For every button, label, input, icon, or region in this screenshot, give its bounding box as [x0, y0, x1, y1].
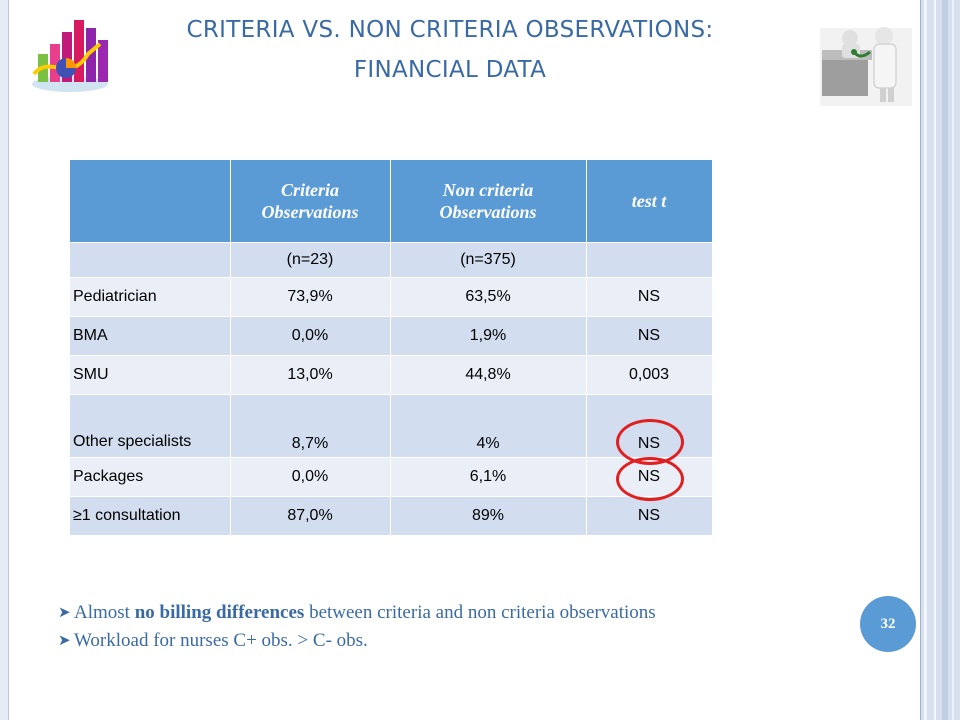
- table-row: (n=23) (n=375): [70, 242, 713, 278]
- bullet-1-text-post: between criteria and non criteria observ…: [304, 602, 656, 623]
- bar-chart-logo-icon: [30, 14, 116, 96]
- table-cell: 89%: [390, 496, 587, 535]
- table-cell: 1,9%: [390, 316, 587, 356]
- slide-frame-left: [0, 0, 9, 720]
- table-cell: 0,003: [586, 355, 713, 395]
- slide-frame-right: [920, 0, 960, 720]
- bepassta-doctor-logo: [812, 0, 918, 108]
- table-cell: 87,0%: [230, 496, 391, 535]
- table-cell: NS: [586, 277, 713, 317]
- table-cell: [70, 242, 231, 278]
- table-cell: Other specialists: [70, 394, 231, 458]
- bullet-item: ➤ Workload for nurses C+ obs. > C- obs.: [58, 630, 818, 652]
- slide-title-line-2: FINANCIAL DATA: [353, 57, 547, 83]
- table-cell: 44,8%: [390, 355, 587, 395]
- table-header-test-t: test t: [586, 160, 713, 243]
- arrow-bullet-icon: ➤: [58, 605, 71, 621]
- table-cell: ≥1 consultation: [70, 496, 231, 535]
- table-header-non-criteria: Non criteria Observations: [390, 160, 587, 243]
- table-row: Packages 0,0% 6,1% NS: [70, 457, 713, 497]
- bullet-list: ➤ Almost no billing differences between …: [58, 602, 818, 658]
- table-header-corner: [70, 160, 231, 243]
- slide-title-line-1: CRITERIA VS. NON CRITERIA OBSERVATIONS:: [186, 17, 714, 43]
- table-cell: Pediatrician: [70, 277, 231, 317]
- bullet-item: ➤ Almost no billing differences between …: [58, 602, 818, 624]
- table-row: ≥1 consultation 87,0% 89% NS: [70, 496, 713, 535]
- table-cell: [586, 242, 713, 278]
- table-cell: Packages: [70, 457, 231, 497]
- table-row: Pediatrician 73,9% 63,5% NS: [70, 277, 713, 317]
- table-cell: 4%: [390, 394, 587, 458]
- table-cell: 73,9%: [230, 277, 391, 317]
- highlight-circle-packages: [616, 457, 684, 501]
- table-cell: 8,7%: [230, 394, 391, 458]
- arrow-bullet-icon: ➤: [58, 633, 71, 649]
- table-cell: SMU: [70, 355, 231, 395]
- table-row: Other specialists 8,7% 4% NS: [70, 394, 713, 458]
- table-cell: (n=375): [390, 242, 587, 278]
- page-number-badge: 32: [860, 596, 916, 652]
- table-cell: 0,0%: [230, 457, 391, 497]
- table-cell: 6,1%: [390, 457, 587, 497]
- table-row: BMA 0,0% 1,9% NS: [70, 316, 713, 356]
- table-cell: 0,0%: [230, 316, 391, 356]
- bullet-1-text-bold: no billing differences: [134, 602, 305, 623]
- financial-data-table: Criteria Observations Non criteria Obser…: [70, 160, 713, 535]
- slide-title: CRITERIA VS. NON CRITERIA OBSERVATIONS: …: [120, 10, 780, 90]
- bullet-1-text-pre: Almost: [74, 602, 135, 623]
- table-cell: (n=23): [230, 242, 391, 278]
- table-row: SMU 13,0% 44,8% 0,003: [70, 355, 713, 395]
- bullet-2-text: Workload for nurses C+ obs. > C- obs.: [74, 630, 368, 651]
- table-cell: NS: [586, 316, 713, 356]
- table-cell: 13,0%: [230, 355, 391, 395]
- table-cell: 63,5%: [390, 277, 587, 317]
- table-header-criteria: Criteria Observations: [230, 160, 391, 243]
- table-cell: NS: [586, 496, 713, 535]
- table-header-row: Criteria Observations Non criteria Obser…: [70, 160, 713, 243]
- table-cell: BMA: [70, 316, 231, 356]
